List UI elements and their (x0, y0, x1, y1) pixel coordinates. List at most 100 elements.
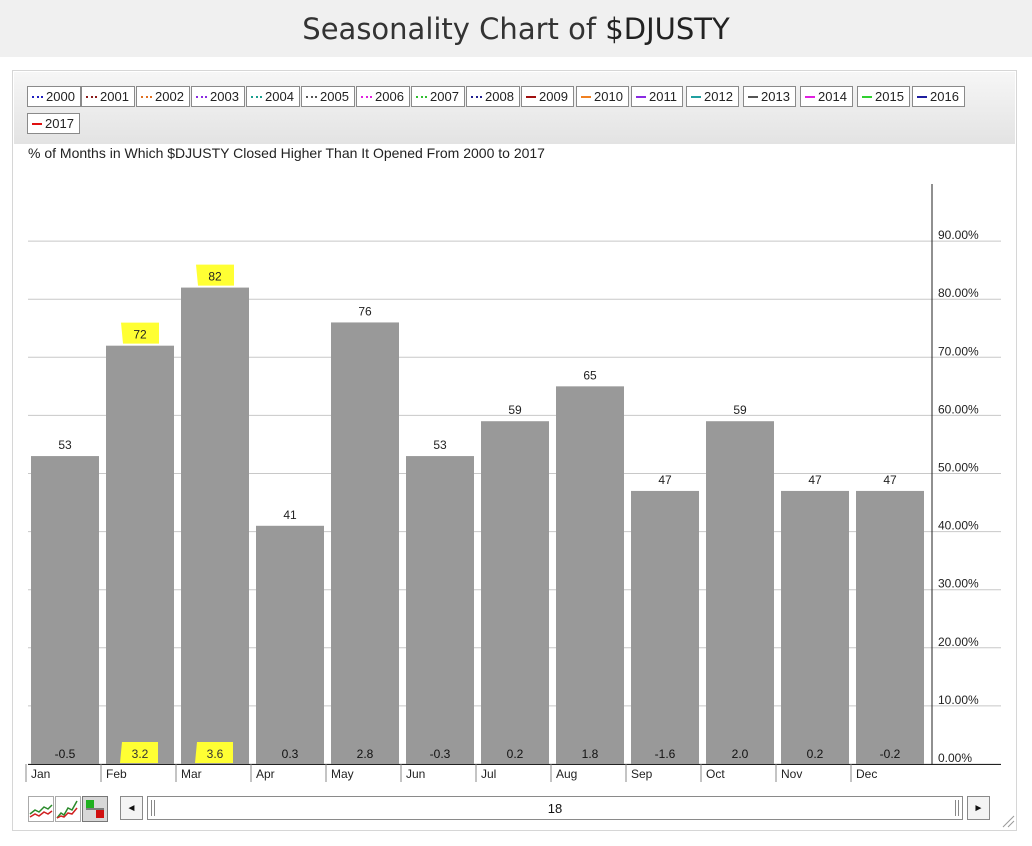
legend-label: 2005 (320, 89, 349, 104)
bar-value-label: 59 (733, 403, 747, 417)
page-title-prefix: Seasonality Chart of (302, 11, 606, 46)
value-highlight (196, 264, 234, 286)
legend-item-2017[interactable]: 2017 (27, 113, 80, 134)
y-tick-label: 0.00% (938, 751, 972, 765)
bar-jul (481, 421, 549, 764)
legend-item-2000[interactable]: 2000 (27, 86, 81, 107)
bar-value-label: 47 (883, 473, 897, 487)
bar-return-label: -0.2 (880, 747, 901, 761)
legend-label: 2002 (155, 89, 184, 104)
legend-label: 2007 (430, 89, 459, 104)
legend-item-2014[interactable]: 2014 (800, 86, 853, 107)
legend-label: 2006 (375, 89, 404, 104)
y-tick-label: 80.00% (938, 286, 979, 300)
bar-return-label: 0.2 (507, 747, 524, 761)
bar-value-label: 41 (283, 508, 297, 522)
legend-label: 2010 (594, 89, 623, 104)
bar-value-label: 72 (133, 328, 147, 342)
line-chart-icon[interactable] (28, 796, 54, 822)
legend-label: 2016 (930, 89, 959, 104)
legend-item-2008[interactable]: 2008 (466, 86, 520, 107)
x-tick-label: May (331, 767, 354, 781)
period-scrollbar[interactable]: ◄ 18 ► (120, 796, 991, 820)
chart-panel: 2000 2001 2002 2003 2004 2005 2006 2007 2008 2009… (12, 70, 1017, 831)
legend-item-2001[interactable]: 2001 (81, 86, 135, 107)
y-tick-label: 70.00% (938, 344, 979, 358)
bar-chart-icon[interactable] (82, 796, 108, 822)
legend-swatch (196, 95, 207, 98)
legend-swatch (581, 95, 591, 98)
bar-dec (856, 490, 924, 764)
legend-label: 2004 (265, 89, 294, 104)
bar-apr (256, 525, 324, 764)
legend-swatch (526, 95, 536, 98)
x-tick-label: Nov (781, 767, 802, 781)
y-tick-label: 10.00% (938, 693, 979, 707)
legend-item-2011[interactable]: 2011 (631, 86, 683, 107)
legend-label: 2000 (46, 89, 75, 104)
legend-swatch (306, 95, 317, 98)
legend-swatch (141, 95, 152, 98)
page-title-symbol: $DJUSTY (605, 11, 730, 46)
y-tick-label: 60.00% (938, 402, 979, 416)
legend-item-2015[interactable]: 2015 (857, 86, 910, 107)
legend-item-2009[interactable]: 2009 (521, 86, 574, 107)
legend-item-2007[interactable]: 2007 (411, 86, 465, 107)
y-tick-label: 40.00% (938, 519, 979, 533)
page-title: Seasonality Chart of $DJUSTY (302, 12, 729, 46)
bar-oct (706, 421, 774, 764)
bar-jan (31, 456, 99, 764)
y-tick-label: 30.00% (938, 577, 979, 591)
value-highlight (121, 322, 159, 344)
x-tick-label: Jan (31, 767, 50, 781)
legend-swatch (32, 95, 43, 98)
bar-return-label: 3.6 (207, 747, 224, 761)
legend-swatch (917, 95, 927, 98)
legend-label: 2003 (210, 89, 239, 104)
legend-label: 2011 (649, 89, 677, 104)
legend-item-2003[interactable]: 2003 (191, 86, 245, 107)
legend-label: 2017 (45, 116, 74, 131)
legend-swatch (636, 95, 646, 98)
x-tick-label: Jul (481, 767, 496, 781)
bar-value-label: 53 (433, 438, 447, 452)
bar-return-label: 2.0 (732, 747, 749, 761)
x-tick-label: Oct (706, 767, 725, 781)
legend-item-2004[interactable]: 2004 (246, 86, 300, 107)
bar-value-label: 76 (358, 304, 372, 318)
bar-return-label: 3.2 (132, 747, 149, 761)
x-tick-label: Dec (856, 767, 877, 781)
y-tick-label: 20.00% (938, 635, 979, 649)
return-highlight (120, 742, 158, 763)
bar-value-label: 47 (658, 473, 672, 487)
return-highlight (195, 742, 233, 763)
x-tick-label: Mar (181, 767, 202, 781)
legend-item-2005[interactable]: 2005 (301, 86, 355, 107)
bar-return-label: -0.5 (55, 747, 76, 761)
legend-item-2002[interactable]: 2002 (136, 86, 190, 107)
legend-item-2013[interactable]: 2013 (743, 86, 796, 107)
performance-chart-icon[interactable] (55, 796, 81, 822)
x-tick-label: Feb (106, 767, 127, 781)
bar-return-label: 2.8 (357, 747, 374, 761)
legend-strip: 2000 2001 2002 2003 2004 2005 2006 2007 2008 2009… (14, 72, 1015, 144)
scroll-left-icon[interactable]: ◄ (120, 796, 143, 820)
legend-swatch (691, 95, 701, 98)
legend-item-2016[interactable]: 2016 (912, 86, 965, 107)
legend-swatch (862, 95, 872, 98)
legend-swatch (805, 95, 815, 98)
resize-grip-icon[interactable] (1001, 814, 1015, 828)
legend-label: 2009 (539, 89, 568, 104)
bar-nov (781, 490, 849, 764)
scroll-right-icon[interactable]: ► (967, 796, 990, 820)
legend-item-2012[interactable]: 2012 (686, 86, 739, 107)
bar-value-label: 53 (58, 438, 72, 452)
legend-item-2010[interactable]: 2010 (576, 86, 629, 107)
chart-subtitle: % of Months in Which $DJUSTY Closed High… (28, 145, 545, 161)
legend-label: 2001 (100, 89, 129, 104)
legend-label: 2012 (704, 89, 733, 104)
y-tick-label: 50.00% (938, 461, 979, 475)
legend-item-2006[interactable]: 2006 (356, 86, 410, 107)
scrollbar-track[interactable]: 18 (147, 796, 963, 820)
